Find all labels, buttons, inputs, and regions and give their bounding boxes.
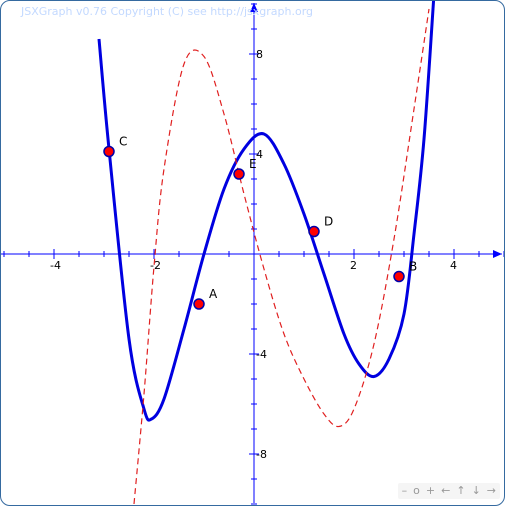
y-tick-label: 4 xyxy=(256,148,263,161)
zoom-reset-button[interactable]: o xyxy=(413,484,420,497)
pan-left-button[interactable]: ← xyxy=(441,484,451,497)
curves xyxy=(97,1,436,505)
point-d[interactable]: D xyxy=(308,215,333,238)
point-label: C xyxy=(119,135,127,149)
derivative-curve xyxy=(133,8,430,505)
point-a[interactable]: A xyxy=(193,287,218,310)
x-tick-label: 4 xyxy=(450,259,457,272)
x-tick-label: -2 xyxy=(150,259,161,272)
point-marker[interactable] xyxy=(308,225,320,238)
points: C E D A B xyxy=(103,135,417,310)
y-tick-label: -4 xyxy=(256,348,267,361)
point-marker[interactable] xyxy=(103,145,115,158)
polynomial-curve xyxy=(97,1,436,422)
pan-up-button[interactable]: ↑ xyxy=(456,484,466,497)
y-tick-label: 8 xyxy=(256,48,263,61)
point-c[interactable]: C xyxy=(103,135,127,158)
pan-down-button[interactable]: ↓ xyxy=(471,484,481,497)
point-e[interactable]: E xyxy=(233,157,257,180)
x-axis-arrow xyxy=(493,250,502,258)
y-axis-arrow xyxy=(250,3,258,12)
y-tick-label: -8 xyxy=(256,448,267,461)
point-marker[interactable] xyxy=(193,298,205,310)
x-tick-label: 2 xyxy=(350,259,357,272)
zoom-in-button[interactable]: + xyxy=(425,484,436,497)
pan-right-button[interactable]: → xyxy=(486,484,496,497)
point-label: A xyxy=(209,287,218,301)
navigation-bar: – o + ← ↑ ↓ → xyxy=(397,483,500,499)
copyright-text: JSXGraph v0.76 Copyright (C) see http://… xyxy=(21,5,313,18)
point-label: B xyxy=(409,260,417,274)
point-label: D xyxy=(324,215,333,229)
point-label: E xyxy=(249,157,257,171)
x-tick-label: -4 xyxy=(50,259,61,272)
point-b[interactable]: B xyxy=(393,260,417,283)
point-marker[interactable] xyxy=(233,168,245,180)
point-marker[interactable] xyxy=(393,270,405,283)
zoom-out-button[interactable]: – xyxy=(401,484,408,497)
